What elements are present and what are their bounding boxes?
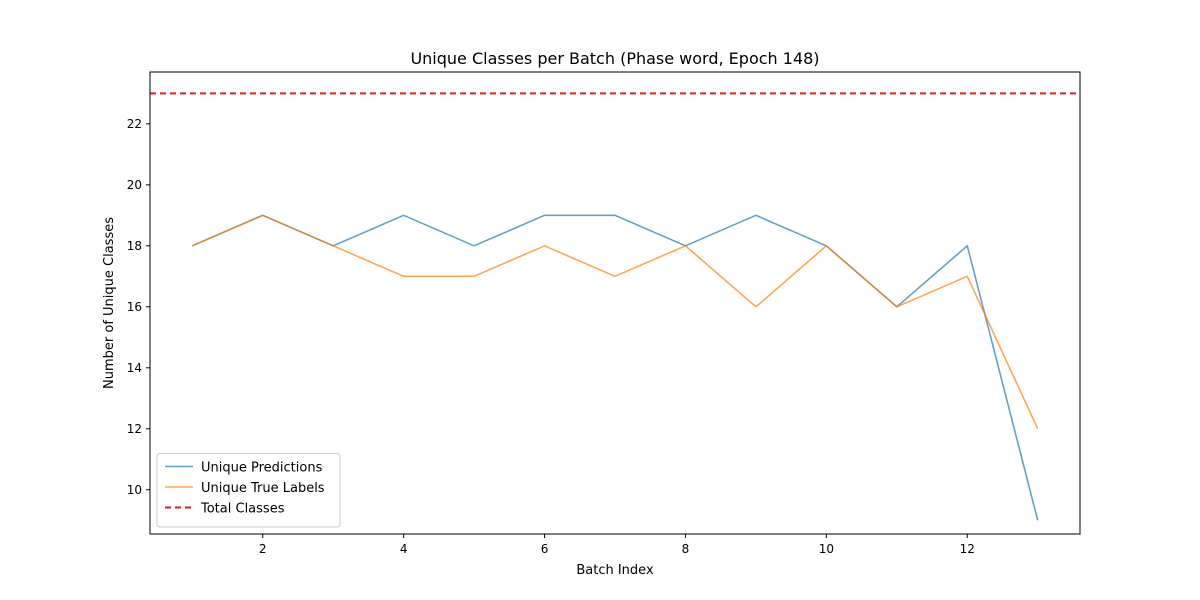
x-tick-label-4: 10 — [819, 542, 834, 556]
y-axis: 10 12 14 16 18 20 22 — [127, 117, 150, 497]
y-tick-label-3: 16 — [127, 300, 142, 314]
y-axis-label: Number of Unique Classes — [102, 217, 117, 389]
x-tick-label-3: 8 — [682, 542, 690, 556]
plot-frame — [149, 71, 1081, 535]
y-tick-label-6: 22 — [127, 117, 142, 131]
legend: Unique Predictions Unique True Labels Tota… — [156, 453, 341, 528]
legend-label-1: Unique True Labels — [201, 481, 325, 496]
y-tick-label-2: 14 — [127, 361, 142, 375]
y-tick-label-1: 12 — [127, 422, 142, 436]
x-axis-label: Batch Index — [576, 563, 654, 578]
y-tick-label-0: 10 — [127, 483, 142, 497]
legend-label-0: Unique Predictions — [201, 461, 323, 476]
series-line-1 — [191, 214, 1039, 430]
plot-area — [150, 92, 1080, 521]
x-tick-label-0: 2 — [259, 542, 267, 556]
y-tick-label-4: 18 — [127, 239, 142, 253]
x-axis: 2 4 6 8 10 12 — [259, 534, 975, 556]
x-tick-label-2: 6 — [541, 542, 549, 556]
y-tick-label-5: 20 — [127, 178, 142, 192]
legend-box — [156, 453, 341, 528]
chart-title: Unique Classes per Batch (Phase word, Ep… — [410, 49, 819, 68]
x-tick-label-1: 4 — [400, 542, 408, 556]
legend-label-2: Total Classes — [200, 502, 285, 517]
x-tick-label-5: 12 — [960, 542, 975, 556]
